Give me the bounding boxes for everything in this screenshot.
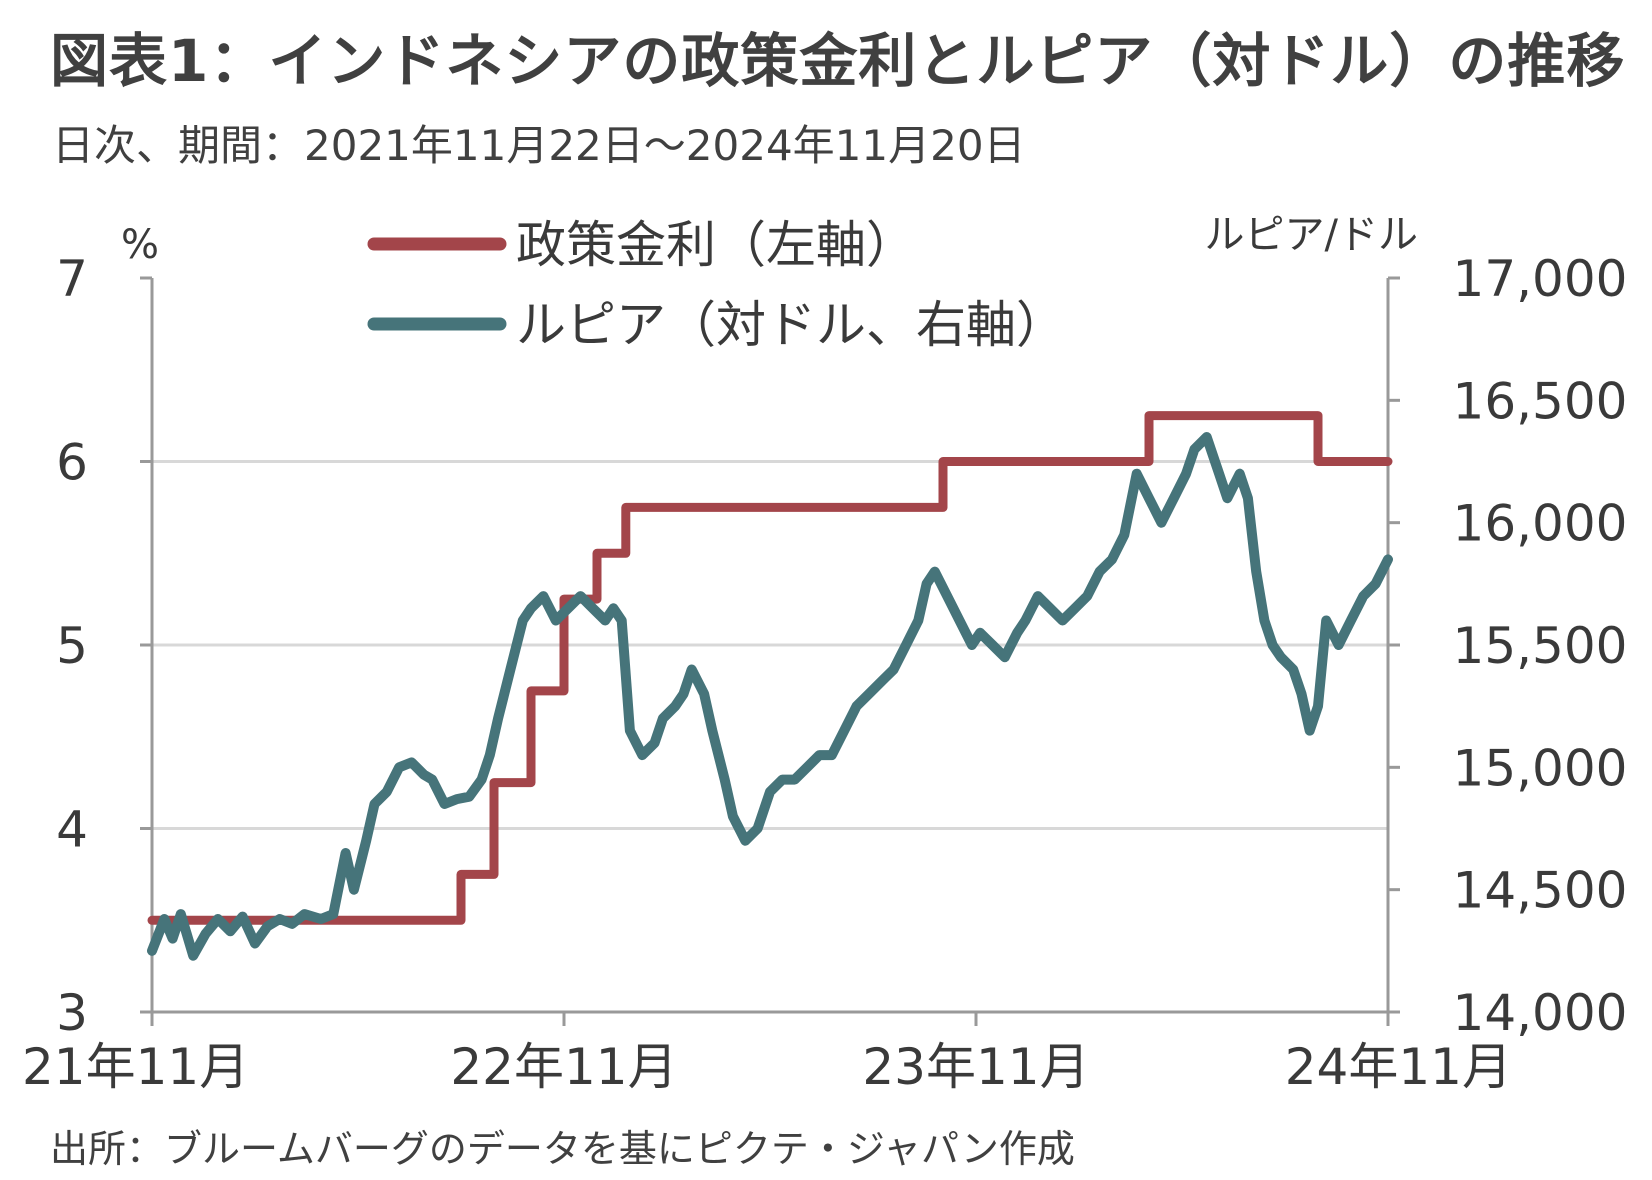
- right-tick-label: 17,000: [1453, 250, 1628, 308]
- tick-labels: 3 4 5 6 7 14,000 14,500 15,000 15,500 16,000 16,50…: [22, 212, 1627, 1096]
- left-tick-label: 5: [56, 617, 88, 675]
- right-axis-unit: ルピア/ドル: [1205, 212, 1418, 258]
- right-tick-label: 16,500: [1453, 372, 1628, 430]
- right-tick-label: 14,000: [1453, 984, 1628, 1042]
- left-tick-label: 7: [56, 250, 88, 308]
- plot-area: [147, 411, 1393, 961]
- chart-title: 図表1：インドネシアの政策金利とルピア（対ドル）の推移: [50, 27, 1626, 95]
- legend-label: ルピア（対ドル、右軸）: [516, 296, 1066, 354]
- right-tick-label: 15,000: [1453, 739, 1628, 797]
- x-tick-label: 24年11月: [1285, 1038, 1512, 1096]
- right-tick-label: 16,000: [1453, 495, 1628, 553]
- legend: 政策金利（左軸） ルピア（対ドル、右軸）: [367, 216, 1066, 354]
- right-tick-label: 15,500: [1453, 617, 1628, 675]
- legend-label: 政策金利（左軸）: [516, 216, 916, 274]
- policy-rate-line: [147, 411, 1393, 925]
- chart-subtitle: 日次、期間：2021年11月22日～2024年11月20日: [52, 121, 1026, 170]
- left-tick-label: 4: [56, 801, 88, 859]
- x-tick-label: 23年11月: [862, 1038, 1089, 1096]
- x-tick-label: 21年11月: [22, 1038, 249, 1096]
- left-axis-unit: %: [121, 222, 159, 268]
- x-tick-label: 22年11月: [450, 1038, 677, 1096]
- source-note: 出所：ブルームバーグのデータを基にピクテ・ジャパン作成: [50, 1127, 1075, 1171]
- rupiah-line: [147, 432, 1393, 961]
- left-tick-label: 6: [56, 434, 88, 492]
- axes: [140, 276, 1400, 1026]
- right-tick-label: 14,500: [1453, 862, 1628, 920]
- left-tick-label: 3: [56, 984, 88, 1042]
- grid-lines: [152, 460, 1388, 830]
